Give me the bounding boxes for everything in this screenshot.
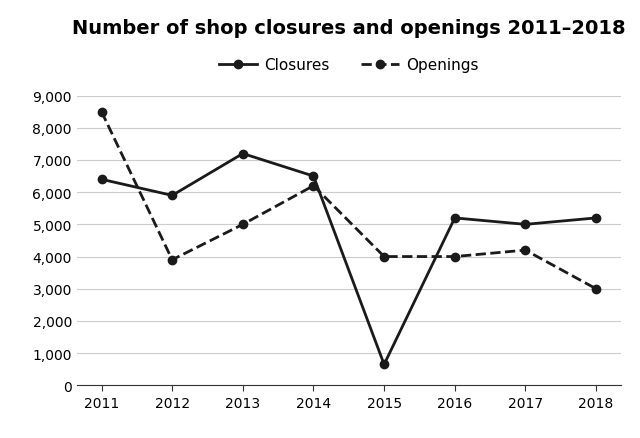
Closures [310, 174, 317, 179]
Openings [168, 258, 176, 263]
Closures [168, 193, 176, 198]
Openings [592, 286, 600, 292]
Openings [451, 254, 459, 260]
Openings [239, 222, 246, 227]
Closures [380, 362, 388, 367]
Closures [522, 222, 529, 227]
Closures [98, 177, 106, 183]
Legend: Closures, Openings: Closures, Openings [212, 52, 485, 79]
Openings [522, 248, 529, 253]
Line: Openings: Openings [97, 108, 600, 293]
Closures [592, 216, 600, 221]
Openings [310, 184, 317, 189]
Closures [239, 152, 246, 157]
Openings [380, 254, 388, 260]
Line: Closures: Closures [97, 150, 600, 369]
Title: Number of shop closures and openings 2011–2018: Number of shop closures and openings 201… [72, 19, 626, 38]
Openings [98, 110, 106, 115]
Closures [451, 216, 459, 221]
